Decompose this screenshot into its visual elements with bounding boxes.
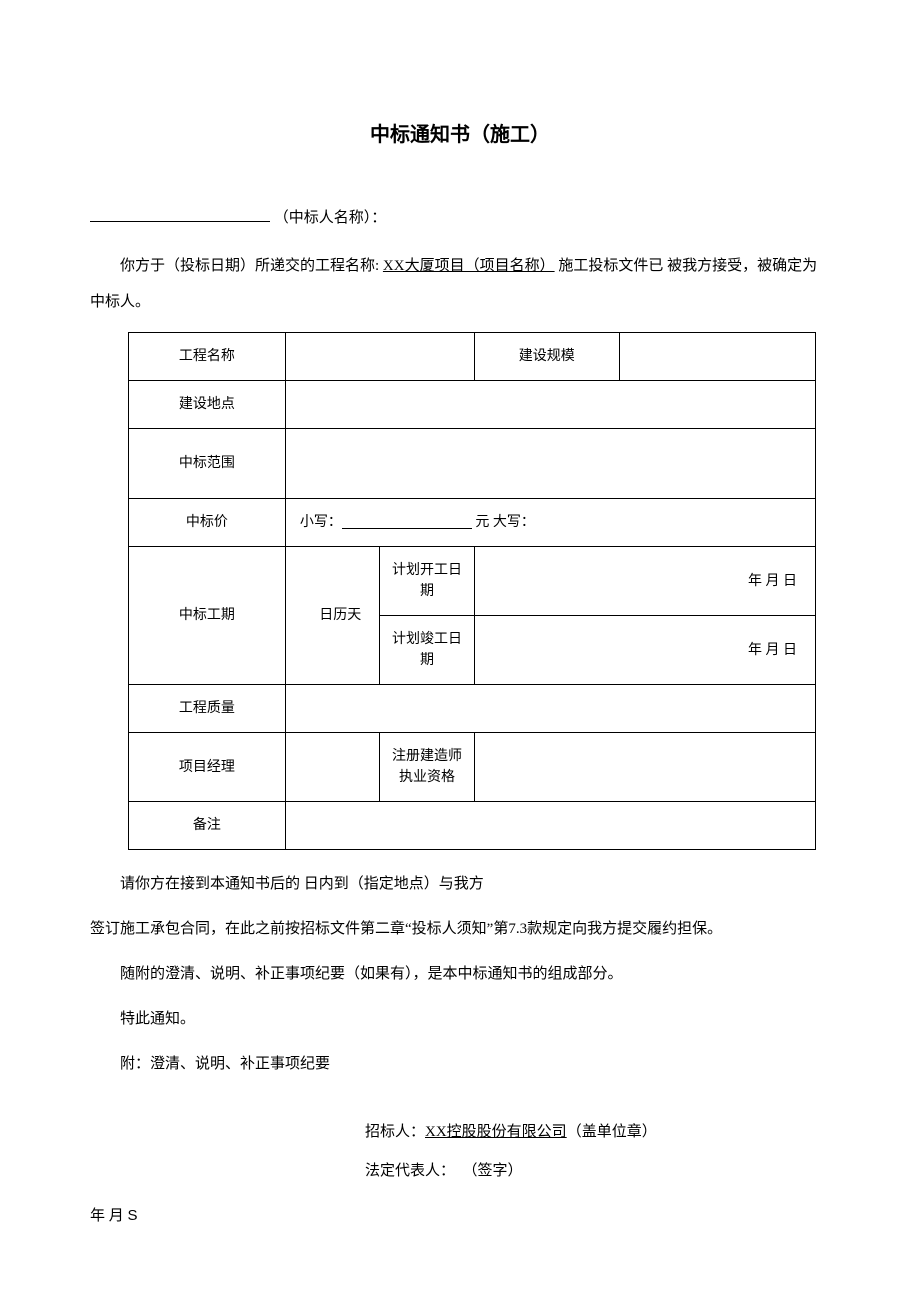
intro-pre: 你方于（投标日期）所递交的工程名称: xyxy=(120,258,383,274)
cell-start-date-label: 计划开工日期 xyxy=(380,547,474,616)
document-title: 中标通知书（施工） xyxy=(90,120,830,150)
cell-duration-label: 中标工期 xyxy=(129,547,286,685)
cell-manager-label: 项目经理 xyxy=(129,733,286,802)
row-location: 建设地点 xyxy=(129,381,816,429)
representative-line: 法定代表人： （签字） xyxy=(365,1152,830,1191)
date-pre: 年 月 xyxy=(90,1208,128,1224)
closing-p3: 随附的澄清、说明、补正事项纪要（如果有），是本中标通知书的组成部分。 xyxy=(90,958,830,991)
cell-scale-value xyxy=(619,333,815,381)
closing-p1: 请你方在接到本通知书后的 日内到（指定地点）与我方 xyxy=(90,868,830,901)
cell-scope-value xyxy=(285,429,815,499)
price-unit-big: 元 大写： xyxy=(475,515,535,530)
cell-end-date-label: 计划竣工日期 xyxy=(380,616,474,685)
row-project-name: 工程名称 建设规模 xyxy=(129,333,816,381)
rep-sign: （签字） xyxy=(463,1163,523,1179)
row-start-date: 中标工期 日历天 计划开工日期 年 月 日 xyxy=(129,547,816,616)
bid-table: 工程名称 建设规模 建设地点 中标范围 中标价 小写： 元 大写： 中标工期 日… xyxy=(128,332,816,850)
cell-start-date-value: 年 月 日 xyxy=(474,547,815,616)
cell-project-name-label: 工程名称 xyxy=(129,333,286,381)
closing-p4: 特此通知。 xyxy=(90,1003,830,1036)
price-blank xyxy=(342,516,472,529)
closing-p2: 签订施工承包合同，在此之前按招标文件第二章“投标人须知”第7.3款规定向我方提交… xyxy=(90,913,830,946)
cell-price-label: 中标价 xyxy=(129,499,286,547)
bidder-blank xyxy=(90,207,270,222)
cell-remark-value xyxy=(285,802,815,850)
tenderer-name: XX控股股份有限公司 xyxy=(425,1124,567,1140)
tenderer-line: 招标人：XX控股股份有限公司（盖单位章） xyxy=(365,1113,830,1152)
closing-p5: 附：澄清、说明、补正事项纪要 xyxy=(90,1048,830,1081)
cell-location-value xyxy=(285,381,815,429)
bidder-line: （中标人名称）： xyxy=(90,200,830,236)
project-name: XX大厦项目（项目名称） xyxy=(383,258,555,274)
row-manager: 项目经理 注册建造师执业资格 xyxy=(129,733,816,802)
row-remark: 备注 xyxy=(129,802,816,850)
cell-scope-label: 中标范围 xyxy=(129,429,286,499)
row-quality: 工程质量 xyxy=(129,685,816,733)
cell-manager-value xyxy=(285,733,379,802)
rep-label: 法定代表人： xyxy=(365,1163,455,1179)
cell-qualification-value xyxy=(474,733,815,802)
cell-quality-label: 工程质量 xyxy=(129,685,286,733)
signature-block: 招标人：XX控股股份有限公司（盖单位章） 法定代表人： （签字） xyxy=(90,1113,830,1191)
cell-calendar-days: 日历天 xyxy=(285,547,379,685)
cell-quality-value xyxy=(285,685,815,733)
cell-project-name-value xyxy=(285,333,474,381)
date-line: 年 月 S xyxy=(90,1205,830,1228)
cell-end-date-value: 年 月 日 xyxy=(474,616,815,685)
cell-location-label: 建设地点 xyxy=(129,381,286,429)
cell-scale-label: 建设规模 xyxy=(474,333,619,381)
cell-qualification-label: 注册建造师执业资格 xyxy=(380,733,474,802)
stamp-note: （盖单位章） xyxy=(567,1124,657,1140)
intro-paragraph: 你方于（投标日期）所递交的工程名称: XX大厦项目（项目名称） 施工投标文件已 … xyxy=(90,248,830,320)
tenderer-label: 招标人： xyxy=(365,1124,425,1140)
row-price: 中标价 小写： 元 大写： xyxy=(129,499,816,547)
bidder-label: （中标人名称）： xyxy=(274,210,387,226)
row-scope: 中标范围 xyxy=(129,429,816,499)
date-s: S xyxy=(128,1207,138,1224)
cell-price-value: 小写： 元 大写： xyxy=(285,499,815,547)
price-small-label: 小写： xyxy=(300,515,342,530)
cell-remark-label: 备注 xyxy=(129,802,286,850)
